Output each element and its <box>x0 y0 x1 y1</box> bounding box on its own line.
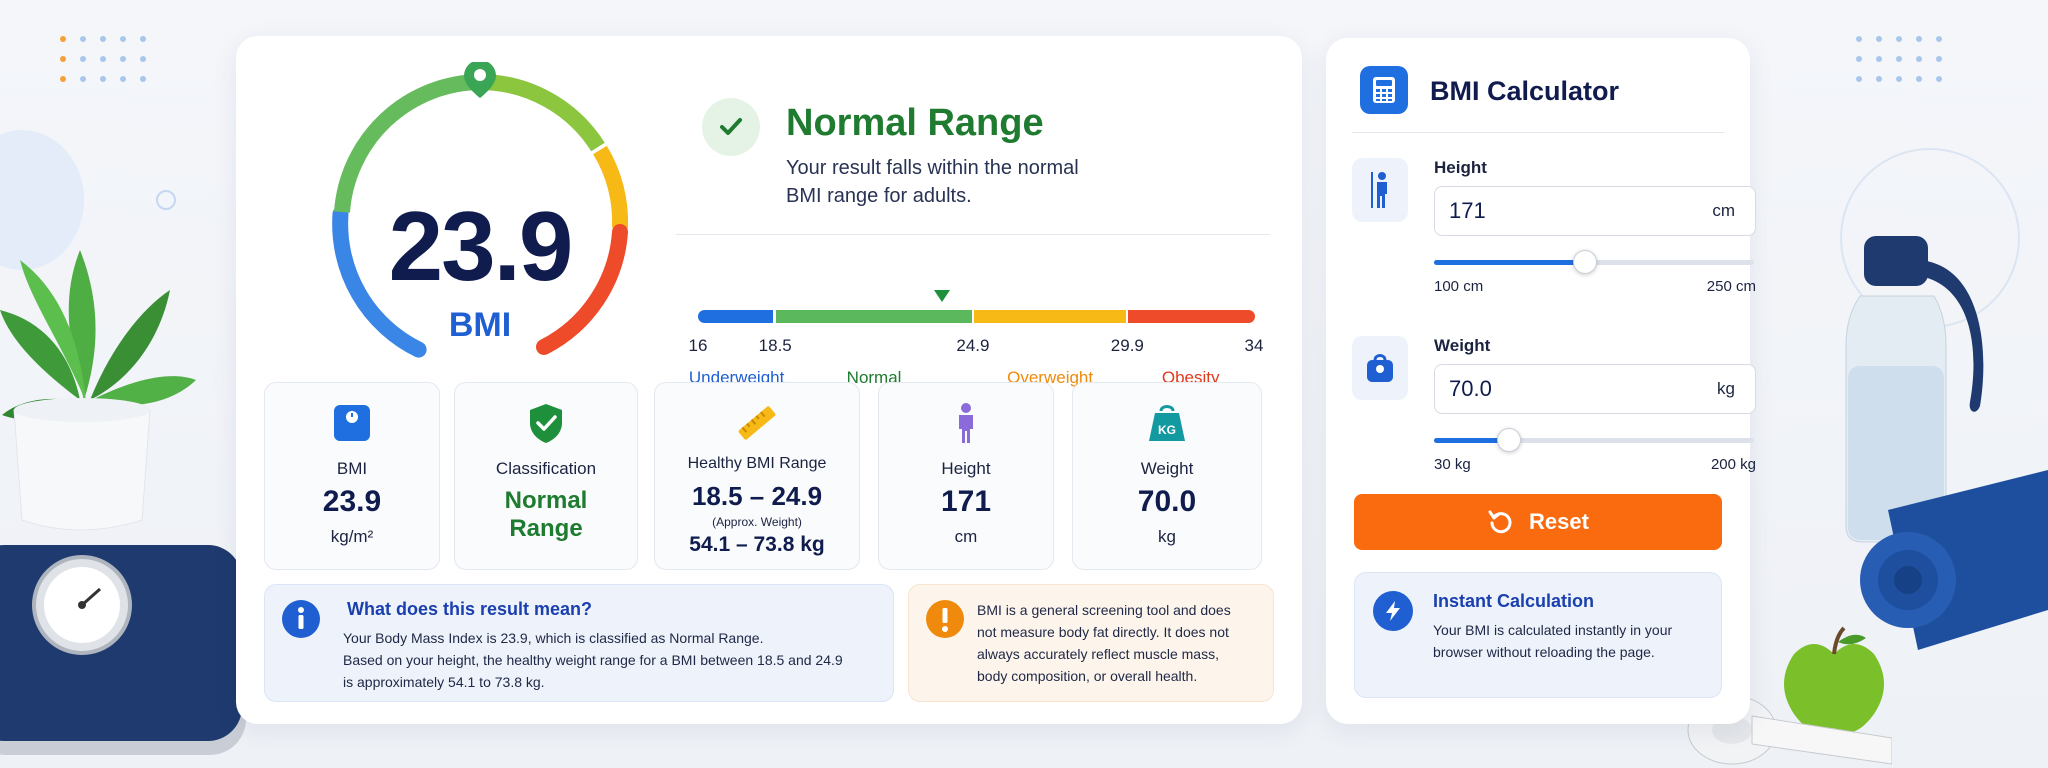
scale-tick: 24.9 <box>956 336 990 355</box>
bmi-scale: Underweight Normal Overweight Obesity 16 18.5… <box>676 250 1276 390</box>
weight-max-label: 200 kg <box>1710 456 1756 473</box>
decor-dots-left <box>60 36 160 96</box>
scale-segment-overweight <box>973 310 1127 323</box>
weight-field[interactable]: kg <box>1434 364 1756 414</box>
bmi-result-card: 23.9 BMI Normal Range Your result falls … <box>236 36 1302 724</box>
bmi-gauge: 23.9 BMI <box>320 60 640 382</box>
disclaimer-line-4: body composition, or overall health. <box>977 668 1198 684</box>
scale-tick: 16 <box>688 336 708 355</box>
weight-min-label: 30 kg <box>1434 456 1471 473</box>
tile-weight-label: Weight <box>1140 459 1194 478</box>
tile-classification: Classification Normal Range <box>454 382 638 570</box>
explanation-line-1: Your Body Mass Index is 23.9, which is c… <box>343 630 764 646</box>
height-input[interactable] <box>1449 187 1669 235</box>
disclaimer-line-1: BMI is a general screening tool and does <box>977 602 1231 618</box>
height-min-label: 100 cm <box>1434 278 1484 295</box>
warning-icon <box>926 600 964 638</box>
ruler-icon <box>738 406 776 440</box>
calculator-title: BMI Calculator <box>1430 76 1620 106</box>
apple-illustration <box>1784 626 1884 733</box>
tile-weight-unit: kg <box>1158 527 1176 546</box>
scale-tick: 18.5 <box>758 336 792 355</box>
explanation-line-2: Based on your height, the healthy weight… <box>343 652 843 668</box>
weight-scale-icon <box>1352 336 1408 400</box>
classification-title: Normal Range <box>786 102 1044 144</box>
scale-segment-obesity <box>1128 310 1255 323</box>
calculator-icon <box>1360 66 1408 114</box>
bmi-unit-label: BMI <box>448 306 512 344</box>
svg-text:KG: KG <box>1158 423 1176 437</box>
tile-height-unit: cm <box>954 527 978 546</box>
yoga-mat-illustration <box>1860 470 2048 650</box>
tile-bmi: BMI 23.9 kg/m² <box>264 382 440 570</box>
person-icon <box>959 403 973 443</box>
tile-range-weight: 54.1 – 73.8 kg <box>689 533 825 556</box>
shield-check-icon <box>530 404 562 443</box>
disclaimer-line-2: not measure body fat directly. It does n… <box>977 624 1229 640</box>
weight-slider-fill <box>1434 438 1510 443</box>
divider <box>1352 132 1724 133</box>
gauge-pin-icon <box>464 60 496 98</box>
instant-calculation-box: Instant Calculation Your BMI is calculat… <box>1354 572 1722 698</box>
plant-illustration <box>0 250 196 531</box>
kg-weight-icon: KG <box>1149 405 1185 441</box>
bathroom-scale-illustration <box>0 545 246 755</box>
height-unit: cm <box>1712 201 1735 220</box>
height-slider[interactable] <box>1434 250 1754 274</box>
instant-calculation-title: Instant Calculation <box>1433 591 1595 611</box>
tile-healthy-range: Healthy BMI Range 18.5 – 24.9 (Approx. W… <box>654 382 860 570</box>
decor-dots-right <box>1856 36 1956 96</box>
scale-icon <box>334 405 370 441</box>
explanation-line-3: is approximately 54.1 to 73.8 kg. <box>343 674 545 690</box>
lightning-icon <box>1373 591 1413 631</box>
scale-segment-underweight <box>698 310 774 323</box>
disclaimer-box: BMI is a general screening tool and does… <box>908 584 1274 702</box>
tile-weight-value: 70.0 <box>1137 485 1197 518</box>
tile-height-value: 171 <box>940 485 992 518</box>
weight-slider[interactable] <box>1434 428 1754 452</box>
result-explanation-box: What does this result mean? Your Body Ma… <box>264 584 894 702</box>
water-bottle-illustration <box>1845 236 1984 543</box>
tile-range-value: 18.5 – 24.9 <box>691 481 823 511</box>
classification-description: Your result falls within the normal BMI … <box>786 157 1079 207</box>
tile-bmi-unit: kg/m² <box>330 527 374 546</box>
reset-icon <box>1488 510 1512 534</box>
scale-tick: 29.9 <box>1110 336 1144 355</box>
bmi-calculator-card: BMI Calculator Height cm 100 cm 250 cm W… <box>1326 38 1756 724</box>
weight-input[interactable] <box>1449 365 1669 413</box>
divider <box>676 234 1270 235</box>
explanation-title: What does this result mean? <box>347 599 593 619</box>
height-max-label: 250 cm <box>1706 278 1756 295</box>
tile-weight: KG Weight 70.0 kg <box>1072 382 1262 570</box>
tile-classification-label: Classification <box>495 459 597 478</box>
tile-range-label: Healthy BMI Range <box>687 455 827 472</box>
height-field[interactable]: cm <box>1434 186 1756 236</box>
info-icon <box>282 600 320 638</box>
height-slider-thumb[interactable] <box>1573 250 1598 274</box>
instant-calculation-text: Your BMI is calculated instantly in your… <box>1433 622 1673 660</box>
height-label: Height <box>1434 158 1487 177</box>
tile-bmi-value: 23.9 <box>322 485 382 518</box>
check-icon <box>702 98 760 156</box>
height-slider-fill <box>1434 260 1586 265</box>
scale-tick: 34 <box>1244 336 1264 355</box>
weight-label: Weight <box>1434 336 1491 355</box>
tile-bmi-label: BMI <box>336 459 368 478</box>
tile-range-note: (Approx. Weight) <box>712 515 802 529</box>
weight-slider-thumb[interactable] <box>1497 428 1522 452</box>
weight-unit: kg <box>1717 379 1735 398</box>
decor-ring <box>156 190 176 210</box>
tile-height: Height 171 cm <box>878 382 1054 570</box>
reset-button-label: Reset <box>1529 509 1589 534</box>
height-icon <box>1352 158 1408 222</box>
tile-height-label: Height <box>941 459 991 478</box>
bmi-value: 23.9 <box>388 191 574 301</box>
scale-marker-icon <box>934 290 951 302</box>
disclaimer-line-3: always accurately reflect muscle mass, <box>977 646 1219 662</box>
gauge-arc <box>332 60 629 358</box>
reset-button[interactable]: Reset <box>1354 494 1722 550</box>
tile-classification-value: Normal Range <box>504 487 588 542</box>
scale-segment-normal <box>776 310 972 323</box>
